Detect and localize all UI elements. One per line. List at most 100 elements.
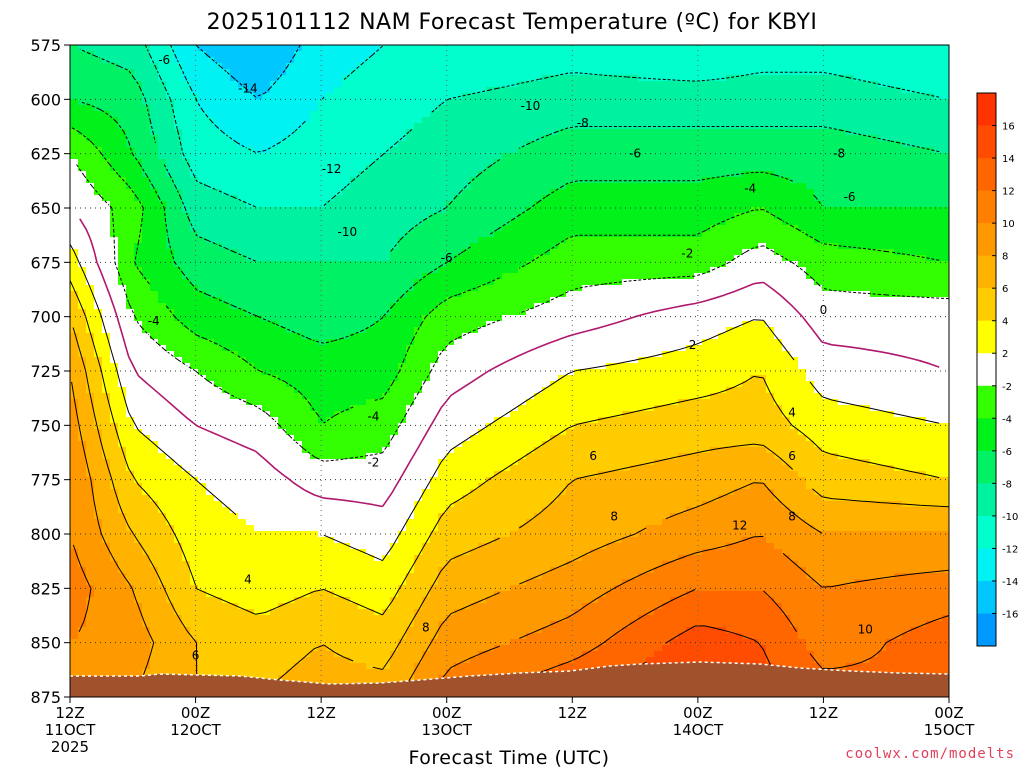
y-tick-label: 700 [30,308,61,327]
x-tick-label: 00Z [683,704,712,722]
y-tick-label: 775 [30,471,61,490]
colorbar-label: 2 [1002,349,1008,360]
contour-line [70,243,940,562]
colorbar-label: -6 [1002,447,1012,458]
contour-label: -4 [367,410,379,424]
temperature-fill [70,45,949,697]
contour-label: 4 [244,573,252,587]
contour-label: -12 [322,162,342,176]
colorbar-swatch [977,353,996,387]
y-tick-label: 725 [30,362,61,381]
colorbar-label: 10 [1002,219,1015,230]
colorbar-swatch [977,483,996,517]
contour-line [71,381,823,697]
colorbar-swatch [977,613,996,647]
contour-line [79,218,940,508]
contour-label: -10 [521,99,541,113]
contour-label: 6 [788,449,796,463]
colorbar-label: -2 [1002,382,1012,393]
x-tick-label: 00Z [181,704,210,722]
y-tick-label: 750 [30,416,61,435]
x-tick-label: 12Z [558,704,587,722]
x-tick-year: 2025 [51,738,89,756]
colorbar-label: -12 [1002,544,1018,555]
x-axis-label: Forecast Time (UTC) [409,747,610,768]
y-tick-label: 825 [30,579,61,598]
contour-label: 10 [858,623,873,637]
x-tick-date: 15OCT [924,721,975,739]
y-tick-label: 575 [30,36,61,55]
colorbar-swatch [977,93,996,127]
contour-line [76,164,949,462]
colorbar-label: -10 [1002,512,1018,523]
contour-label: -2 [367,455,379,469]
contour-label: 6 [589,449,597,463]
colorbar-swatch [977,450,996,484]
contour-label: 8 [422,620,430,634]
y-tick-label: 850 [30,634,61,653]
colorbar-swatch [977,190,996,224]
contour-label: 2 [689,338,697,352]
colorbar-swatch [977,515,996,549]
y-tick-label: 875 [30,688,61,707]
contour-line [79,101,823,344]
contour-label: -10 [337,225,357,239]
y-tick-label: 625 [30,145,61,164]
contour-label: -14 [238,81,258,95]
x-tick-label: 12Z [55,704,84,722]
contour-label: -4 [148,314,160,328]
contour-label: 0 [820,303,828,317]
contour-label: 6 [192,649,200,663]
colorbar-label: 16 [1002,122,1015,133]
contour-labels: -6 -14 -12 -10 -6 -10 -8 -6 -4 -2 -8 -6 -4 -4 -2 0 2 4 6 6 8… [148,53,873,662]
contour-label: 4 [788,405,796,419]
contour-line [144,45,940,208]
contour-line [72,535,949,697]
y-tick-label: 600 [30,90,61,109]
contour-line [70,280,940,616]
contour-label: -8 [833,147,845,161]
contour-label: -2 [681,247,693,261]
contour-label: -4 [744,181,756,195]
colorbar-swatch [977,580,996,614]
x-tick-label: 12Z [809,704,838,722]
contour-label: -6 [441,251,453,265]
colorbar-label: -16 [1002,609,1018,620]
x-tick-date: 12OCT [170,721,221,739]
credit-text: coolwx.com/modelts [845,746,1015,762]
y-tick-label: 675 [30,253,61,272]
contour-line [170,45,383,153]
colorbar-swatch [977,125,996,159]
colorbar-swatch [977,288,996,322]
contour-lines [70,45,949,697]
contour-label: -6 [158,53,170,67]
y-tick-label: 650 [30,199,61,218]
x-tick-date: 14OCT [673,721,724,739]
x-tick-label: 00Z [934,704,963,722]
y-tick-label: 800 [30,525,61,544]
contour-label: -6 [844,190,856,204]
contour-label: -6 [629,147,641,161]
contour-line [72,327,949,692]
contour-label: -8 [577,116,589,130]
colorbar-swatch [977,158,996,192]
x-tick-label: 12Z [306,704,335,722]
colorbar-frame [976,92,997,647]
contour-line [79,48,940,262]
contour-line [70,126,940,424]
contour-label: 8 [610,510,618,524]
colorbar-label: -14 [1002,577,1018,588]
colorbar-label: 6 [1002,284,1008,295]
colorbar-swatch [977,385,996,419]
colorbar-label: 8 [1002,252,1008,263]
contour-line [195,45,301,98]
chart-title: 2025101112 NAM Forecast Temperature (ºC)… [207,10,818,35]
colorbar-label: 12 [1002,187,1015,198]
y-axis: 575 600 625 650 675 700 725 750 775 800 825 850 875 [30,36,70,707]
colorbar-label: 4 [1002,317,1008,328]
x-tick-date: 11OCT [45,721,96,739]
colorbar-label: -8 [1002,479,1012,490]
colorbar-swatch [977,548,996,582]
